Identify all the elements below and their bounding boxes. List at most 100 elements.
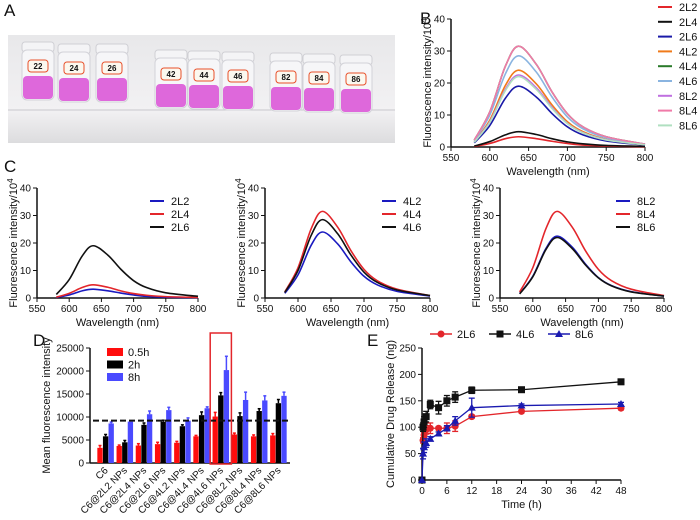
x-tick-label: 36 [566, 486, 578, 497]
x-tick-label: 18 [491, 486, 503, 497]
y-tick-label: 40 [20, 184, 32, 195]
legend-label: 8L6 [575, 329, 593, 341]
y-axis-label-text: Fluorescence intensity/10 [8, 183, 20, 308]
vial-label-text: 46 [234, 72, 243, 81]
bar [141, 424, 147, 463]
bar [185, 420, 191, 463]
x-tick-label: 550 [257, 304, 274, 315]
legend-label: 2L2 [171, 196, 189, 208]
x-tick-label: 6 [444, 486, 450, 497]
legend-label: 2L2 [679, 2, 697, 14]
x-tick-label: 48 [615, 486, 627, 497]
legend-label: 0.5h [128, 347, 149, 359]
chart-e: 0 50 100 150 200 250 0 6 12 18 24 30 36 42 48 Time (h) C… [385, 329, 627, 511]
spectrum-line [474, 135, 646, 148]
y-tick-label: 30 [434, 47, 446, 58]
vial: 24 [57, 43, 91, 103]
x-tick-label: 24 [516, 486, 528, 497]
y-axis-label-text: Fluorescence intensity/10 [422, 23, 434, 148]
bar [275, 403, 282, 463]
bar [270, 435, 276, 463]
y-tick-label: 20 [20, 239, 32, 250]
vial-liquid [59, 78, 89, 101]
x-tick-label: 750 [157, 304, 174, 315]
legend-label: 4L6 [516, 329, 534, 341]
panel-label-e: E [367, 331, 378, 350]
y-tick-label: 10 [20, 266, 32, 277]
x-tick-label: 0 [419, 486, 425, 497]
x-axis-label: Time (h) [501, 499, 542, 511]
chart-c1: 0 10 20 30 40 550 600 650 700 750 800 Wavelength (n… [6, 178, 207, 329]
y-axis-label: Mean fluorescence intensity [41, 337, 53, 474]
y-tick-label: 15000 [56, 390, 84, 401]
x-axis-label: Wavelength (nm) [306, 317, 389, 329]
y-axis-label-superscript: 4 [469, 178, 478, 183]
y-axis-label: Fluorescence intensity/104 [469, 178, 483, 308]
y-tick-label: 50 [405, 449, 417, 460]
x-tick-label: 800 [422, 304, 439, 315]
legend-label: 4L4 [403, 209, 421, 221]
x-tick-label: 600 [481, 153, 498, 164]
bar [198, 415, 205, 463]
vial-label [308, 71, 330, 85]
bar [237, 416, 243, 463]
vials-photo: 22 24 26 42 44 46 82 84 86 [8, 35, 395, 143]
legend-label: 2L6 [457, 329, 475, 341]
x-tick-label: 550 [492, 304, 509, 315]
spectrum-line [56, 283, 199, 299]
x-tick-label: 650 [323, 304, 340, 315]
spectrum-line [474, 130, 646, 148]
vial-liquid [23, 76, 53, 99]
vial-label-text: 44 [200, 71, 209, 80]
triangle-marker [467, 403, 476, 411]
vial-label-text: 42 [167, 70, 176, 79]
circle-marker [451, 422, 459, 430]
chart-b: 0 10 20 30 40 550 600 650 700 750 800 Wavelength (n… [420, 2, 697, 178]
y-tick-label: 10000 [56, 413, 84, 424]
x-tick-label: 750 [598, 153, 615, 164]
triangle-marker [617, 399, 625, 407]
vial-label [160, 67, 182, 81]
y-axis-label: Fluorescence intensity/104 [6, 178, 20, 308]
bar [102, 436, 109, 463]
legend-label: 2L6 [679, 32, 697, 44]
x-tick-label: 700 [590, 304, 607, 315]
y-tick-label: 200 [399, 370, 416, 381]
bar [256, 411, 262, 463]
vial: 44 [187, 50, 221, 110]
panel-label-d: D [33, 331, 45, 350]
vial-label [193, 68, 215, 82]
spectrum-line [519, 235, 665, 297]
square-marker [468, 386, 476, 394]
circle-marker [437, 330, 445, 338]
y-tick-label: 0 [439, 143, 445, 154]
x-tick-label: 550 [29, 304, 46, 315]
spectrum-line [55, 244, 199, 298]
spectrum-line [473, 45, 646, 145]
x-tick-label: 600 [524, 304, 541, 315]
x-axis-label: Wavelength (nm) [506, 166, 589, 178]
legend-label: 8L6 [637, 222, 655, 234]
triangle-marker [418, 476, 426, 483]
legend-label: 8L2 [637, 196, 655, 208]
legend-label: 4L2 [679, 46, 697, 58]
series-line [421, 407, 622, 481]
x-tick-label: 550 [443, 153, 460, 164]
spectrum-line [473, 85, 646, 146]
legend-label: 4L2 [403, 196, 421, 208]
spectrum-line [518, 210, 665, 297]
y-tick-label: 40 [434, 15, 446, 26]
vial-liquid [189, 85, 219, 108]
x-tick-label: 30 [541, 486, 553, 497]
x-tick-label: 650 [93, 304, 110, 315]
y-tick-label: 30 [20, 211, 32, 222]
legend-label: 2L6 [171, 222, 189, 234]
bar [193, 436, 199, 463]
square-marker [443, 397, 451, 405]
legend-swatch [107, 360, 123, 369]
x-tick-label: 750 [389, 304, 406, 315]
legend-swatch [107, 348, 123, 356]
spectrum-line [473, 45, 646, 145]
